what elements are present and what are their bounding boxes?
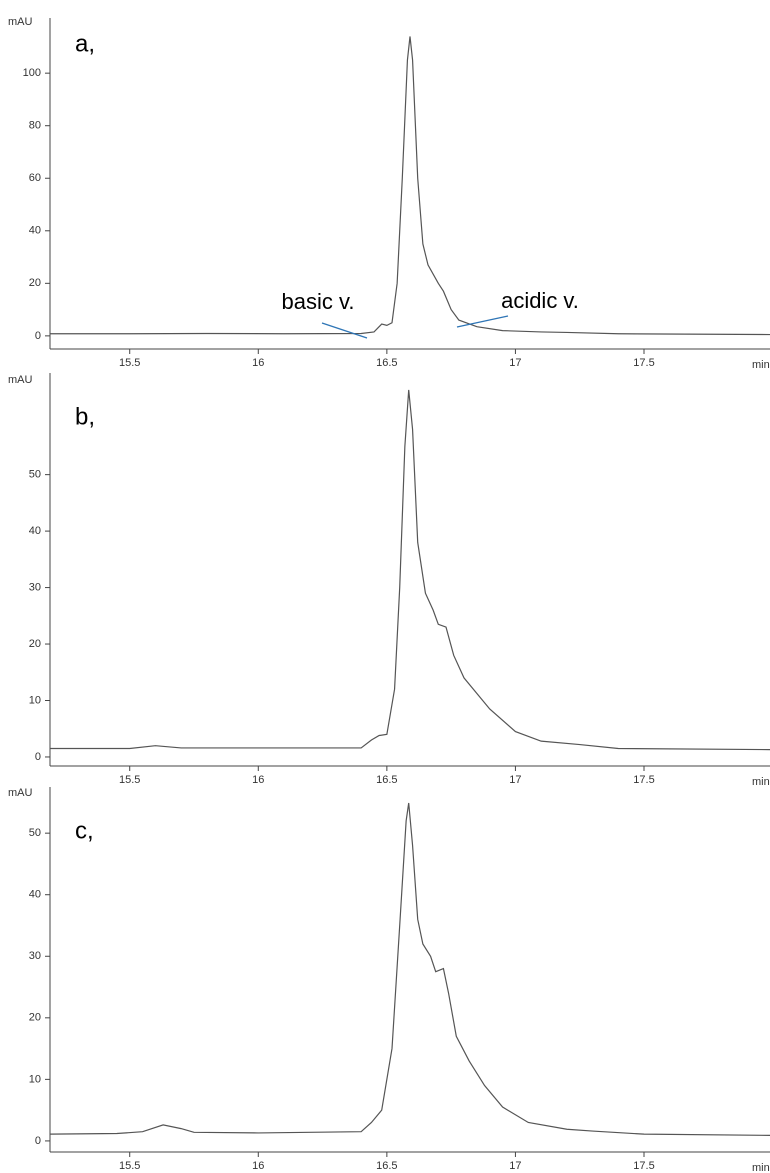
chromatogram-line	[50, 389, 770, 751]
y-tick-label: 20	[29, 277, 41, 289]
y-tick-label: 20	[29, 1012, 41, 1024]
y-tick-label: 30	[29, 950, 41, 962]
x-axis-label: min	[752, 359, 770, 371]
y-tick-label: 0	[35, 330, 41, 342]
panel-label: a,	[75, 30, 95, 57]
x-tick-label: 15.5	[119, 1160, 140, 1172]
x-tick-label: 17	[509, 357, 521, 369]
y-tick-label: 10	[29, 1073, 41, 1085]
y-tick-label: 20	[29, 638, 41, 650]
y-tick-label: 0	[35, 751, 41, 763]
y-tick-label: 30	[29, 581, 41, 593]
annotation: acidic v.	[501, 288, 579, 313]
y-tick-label: 10	[29, 694, 41, 706]
chromatogram-line	[49, 802, 770, 1136]
x-tick-label: 16	[252, 774, 264, 786]
x-axis-label: min	[752, 1162, 770, 1173]
y-tick-label: 100	[23, 67, 41, 79]
annotation-pointer	[456, 315, 509, 328]
x-tick-label: 16.5	[376, 774, 397, 786]
x-tick-label: 17.5	[633, 774, 654, 786]
x-tick-label: 17	[509, 1160, 521, 1172]
y-tick-label: 40	[29, 525, 41, 537]
y-tick-label: 50	[29, 469, 41, 481]
y-tick-label: 0	[35, 1135, 41, 1147]
x-tick-label: 16.5	[376, 357, 397, 369]
y-tick-label: 60	[29, 172, 41, 184]
annotation-pointer	[321, 322, 368, 339]
x-tick-label: 17.5	[633, 357, 654, 369]
y-tick-label: 40	[29, 889, 41, 901]
y-axis-label: mAU	[8, 787, 33, 799]
x-tick-label: 15.5	[119, 357, 140, 369]
x-tick-label: 17	[509, 774, 521, 786]
x-tick-label: 16	[252, 357, 264, 369]
y-tick-label: 80	[29, 120, 41, 132]
x-axis-label: min	[752, 776, 770, 788]
x-tick-label: 16	[252, 1160, 264, 1172]
y-axis-label: mAU	[8, 16, 33, 28]
annotation: basic v.	[282, 289, 355, 314]
chromatogram-line	[50, 36, 770, 336]
x-tick-label: 15.5	[119, 774, 140, 786]
panel-label: c,	[75, 817, 94, 844]
y-axis-label: mAU	[8, 374, 33, 386]
x-tick-label: 17.5	[633, 1160, 654, 1172]
panel-label: b,	[75, 403, 95, 430]
x-tick-label: 16.5	[376, 1160, 397, 1172]
y-tick-label: 50	[29, 827, 41, 839]
y-tick-label: 40	[29, 225, 41, 237]
